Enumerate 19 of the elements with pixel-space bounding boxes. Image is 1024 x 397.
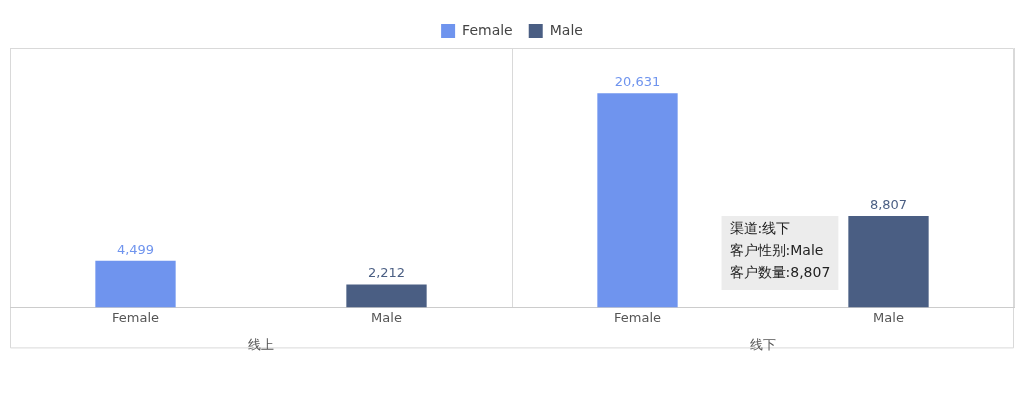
data-label: 4,499 (116, 241, 155, 257)
x-tick-label: 线下 (750, 336, 776, 352)
bar (346, 284, 427, 308)
legend-label: Female (462, 21, 513, 38)
data-label: 2,212 (367, 265, 406, 281)
annotation: 客户数量:8,807 (729, 263, 831, 280)
legend-label: Male (549, 21, 583, 38)
text: Female (613, 310, 662, 326)
data-label: 20,631 (614, 74, 661, 90)
text: Female (111, 310, 160, 326)
bar (95, 260, 176, 308)
text: Male (873, 310, 904, 326)
x-tick-label: 线上 (248, 336, 274, 352)
annotation: 渠道:线下 (729, 219, 791, 236)
bar (597, 93, 678, 308)
annotation: 客户性别:Male (729, 241, 824, 258)
bar (848, 216, 929, 308)
text: Male (371, 310, 402, 326)
data-label: 8,807 (869, 196, 908, 212)
